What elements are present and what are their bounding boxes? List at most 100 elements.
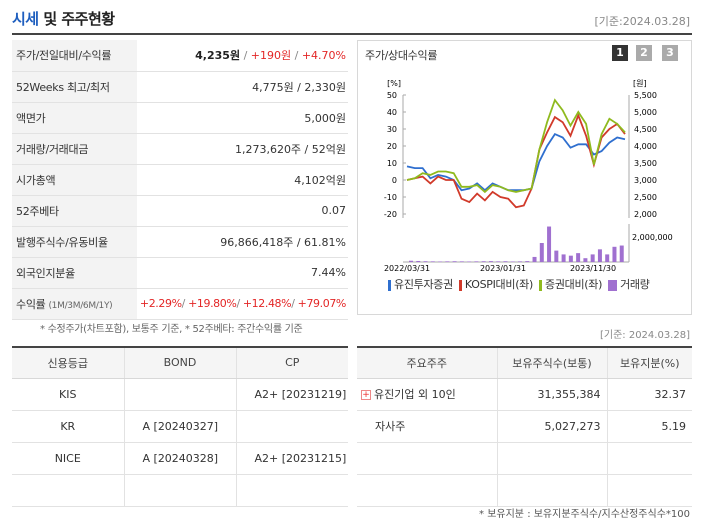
info-row: 52주베타 0.07: [12, 195, 348, 227]
info-value-part: 0.07: [321, 204, 347, 217]
volume-bar: [619, 245, 624, 262]
holder-shares: [496, 474, 607, 507]
volume-bar: [445, 261, 450, 262]
chart-page-3-button[interactable]: 3: [662, 45, 678, 61]
legend-label: 거래량: [620, 278, 650, 291]
chart-page-1-button[interactable]: 1: [612, 45, 628, 61]
info-value-part: 4,235원: [195, 49, 241, 63]
volume-bar: [605, 254, 610, 262]
info-value-part: +190원: [250, 49, 292, 63]
section-title: 시세 및 주주현황: [12, 8, 115, 29]
info-value-part: 96,866,418주 / 61.81%: [220, 235, 346, 249]
credit-header-cp: CP: [235, 347, 348, 379]
volume-bar: [576, 253, 581, 262]
legend-label: KOSPI대비(좌): [464, 278, 533, 291]
legend-label: 증권대비(좌): [545, 278, 603, 291]
footnote-left: * 수정주가(차트포함), 보통주 기준, * 52주베타: 주간수익률 기준: [40, 324, 303, 335]
credit-row: KR A [20240327]: [12, 410, 348, 443]
info-row: 액면가 5,000원: [12, 102, 348, 134]
chart-page-2-button[interactable]: 2: [636, 45, 652, 61]
volume-bar: [518, 261, 522, 262]
volume-bar: [430, 261, 435, 262]
holder-shares: [496, 442, 607, 475]
right-tick-label: 2,500: [634, 193, 657, 202]
holder-row: [357, 474, 692, 507]
info-row: 수익률 (1M/3M/6M/1Y) +2.29%/ +19.80%/ +12.48%…: [12, 288, 348, 320]
info-label-text: 발행주식수/유동비율: [16, 235, 108, 249]
volume-bar: [416, 260, 421, 262]
credit-cell: KIS: [12, 378, 124, 411]
volume-bar: [539, 243, 544, 262]
x-tick-label: 2023/01/31: [480, 264, 526, 273]
volume-bar: [488, 261, 493, 262]
info-label-text: 수익률: [16, 297, 46, 311]
right-tick-label: 5,000: [634, 108, 657, 117]
info-value-part: /: [291, 297, 298, 310]
title-rest: 및 주주현황: [38, 10, 115, 28]
holder-name: 유진기업 외 10인: [374, 388, 456, 401]
left-tick-label: 40: [387, 108, 397, 117]
holder-row: [357, 442, 692, 475]
credit-cell: [123, 378, 236, 411]
credit-row: KIS A2+ [20231219]: [12, 378, 348, 411]
legend-swatch: [608, 279, 618, 291]
expand-plus-icon[interactable]: +: [361, 390, 371, 400]
holder-pct: [606, 442, 692, 475]
info-label: 거래량/거래대금: [12, 133, 137, 165]
info-row: 시가총액 4,102억원: [12, 164, 348, 196]
info-value: 0.07: [137, 195, 348, 227]
info-value: +2.29%/ +19.80%/ +12.48%/ +79.07%: [137, 288, 348, 320]
info-row: 52Weeks 최고/최저 4,775원 / 2,330원: [12, 71, 348, 103]
chart-legend: 유진투자증권 KOSPI대비(좌) 증권대비(좌) 거래량: [388, 276, 688, 294]
x-tick-label: 2023/11/30: [570, 264, 616, 273]
info-row: 외국인지분율 7.44%: [12, 257, 348, 289]
credit-cell: KR: [12, 410, 124, 443]
credit-cell: A [20240328]: [123, 442, 236, 475]
right-tick-label: 5,500: [634, 91, 657, 100]
credit-cell: A [20240327]: [123, 410, 236, 443]
info-value: 96,866,418주 / 61.81%: [137, 226, 348, 258]
volume-bar: [467, 261, 472, 262]
holder-pct: [606, 474, 692, 507]
credit-header-rating: 신용등급: [12, 347, 124, 379]
volume-bar: [459, 261, 464, 262]
legend-item: 거래량: [608, 276, 650, 292]
left-tick-label: 30: [387, 125, 397, 134]
info-value-part: /: [291, 49, 302, 63]
legend-item: 유진투자증권: [388, 276, 453, 292]
volume-bar: [510, 261, 515, 262]
holder-pct: 5.19: [606, 410, 692, 443]
info-label: 액면가: [12, 102, 137, 134]
legend-swatch: [539, 279, 542, 291]
info-value-part: /: [181, 297, 189, 310]
info-value-part: 4,102억원: [294, 173, 346, 187]
footnote-right: [기준: 2024.03.28]: [599, 330, 690, 341]
left-tick-label: 20: [387, 142, 397, 151]
volume-bar: [496, 261, 501, 262]
info-label: 주가/전일대비/수익률: [12, 40, 137, 72]
base-date: [기준:2024.03.28]: [594, 15, 690, 28]
holder-name-cell: + 유진기업 외 10인: [357, 378, 497, 411]
info-value: 4,775원 / 2,330원: [137, 71, 348, 103]
left-tick-label: -20: [384, 210, 397, 219]
holder-pct: 32.37: [606, 378, 692, 411]
top-divider: [12, 33, 692, 35]
holder-shares: 31,355,384: [496, 378, 607, 411]
holder-name: 자사주: [375, 420, 406, 433]
info-label-text: 거래량/거래대금: [16, 142, 89, 156]
series-line: [406, 98, 626, 194]
left-unit: [%]: [387, 79, 401, 88]
credit-cell: [235, 410, 348, 443]
credit-row: [12, 474, 348, 507]
legend-item: KOSPI대비(좌): [458, 276, 533, 292]
info-value-part: /: [236, 297, 243, 310]
left-tick-label: 10: [387, 159, 397, 168]
volume-bar: [590, 254, 595, 262]
holders-header-pct: 보유지분(%): [606, 347, 692, 379]
info-label-sub: (1M/3M/6M/1Y): [48, 300, 113, 311]
credit-header-bond: BOND: [123, 347, 236, 379]
left-tick-label: -10: [384, 193, 397, 202]
volume-bar: [525, 261, 530, 262]
info-label-text: 52주베타: [16, 204, 59, 218]
volume-bar: [438, 261, 443, 262]
